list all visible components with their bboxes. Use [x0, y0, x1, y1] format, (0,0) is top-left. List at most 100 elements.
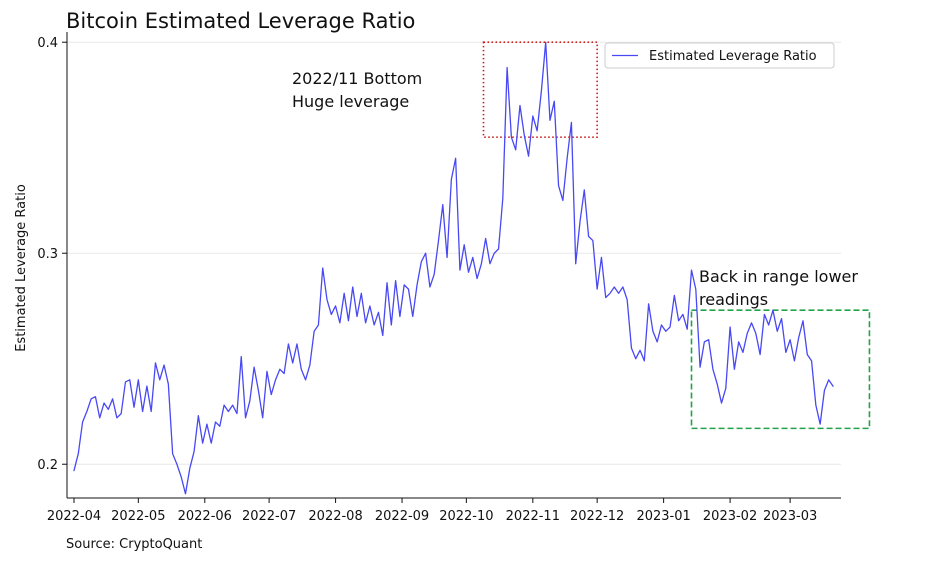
data-point-107: [532, 115, 534, 117]
data-point-160: [759, 353, 761, 355]
data-point-54: [304, 379, 306, 381]
data-point-109: [540, 90, 542, 92]
data-point-161: [763, 313, 765, 315]
data-point-62: [339, 322, 341, 324]
legend-box: [604, 42, 835, 69]
data-point-97: [489, 263, 491, 265]
data-point-11: [120, 412, 122, 414]
data-point-79: [412, 315, 414, 317]
data-point-13: [129, 379, 131, 381]
data-point-174: [819, 423, 821, 425]
x-tick-label-1: 2022-05: [111, 509, 165, 524]
y-axis-title: Estimated Leverage Ratio: [14, 184, 29, 352]
x-tick-label-5: 2022-09: [375, 509, 429, 524]
x-tick-label-0: 2022-04: [47, 509, 101, 524]
data-point-92: [467, 271, 469, 273]
data-point-43: [257, 389, 259, 391]
data-point-60: [330, 313, 332, 315]
data-point-44: [261, 417, 263, 419]
data-point-130: [630, 347, 632, 349]
data-point-151: [720, 402, 722, 404]
data-point-159: [755, 332, 757, 334]
data-point-171: [806, 353, 808, 355]
data-point-88: [450, 178, 452, 180]
data-point-72: [382, 334, 384, 336]
data-point-74: [390, 324, 392, 326]
data-point-121: [592, 239, 594, 241]
data-point-113: [557, 185, 559, 187]
data-point-42: [253, 366, 255, 368]
data-point-53: [300, 368, 302, 370]
annotation-bottom-line-1: 2022/11 Bottom: [292, 69, 422, 88]
data-point-33: [214, 421, 216, 423]
annotation-range-line-1: Back in range lower: [699, 267, 858, 286]
data-point-14: [133, 406, 135, 408]
data-point-118: [579, 220, 581, 222]
data-point-55: [309, 364, 311, 366]
data-point-165: [780, 317, 782, 319]
data-point-32: [210, 442, 212, 444]
data-point-157: [746, 332, 748, 334]
data-point-152: [725, 387, 727, 389]
data-point-24: [176, 463, 178, 465]
data-point-76: [399, 315, 401, 317]
data-point-120: [587, 235, 589, 237]
data-point-128: [622, 286, 624, 288]
data-point-71: [377, 311, 379, 313]
data-point-30: [201, 442, 203, 444]
data-point-27: [189, 467, 191, 469]
data-point-82: [424, 252, 426, 254]
data-point-51: [291, 362, 293, 364]
data-point-29: [197, 415, 199, 417]
data-point-49: [283, 372, 285, 374]
data-point-144: [690, 269, 692, 271]
data-point-77: [403, 284, 405, 286]
data-point-80: [416, 284, 418, 286]
data-point-34: [219, 425, 221, 427]
data-point-16: [141, 410, 143, 412]
data-point-110: [544, 41, 546, 43]
data-point-169: [797, 336, 799, 338]
data-point-9: [111, 398, 113, 400]
data-point-137: [660, 324, 662, 326]
data-point-21: [163, 364, 165, 366]
data-point-158: [750, 322, 752, 324]
data-point-45: [266, 370, 268, 372]
data-point-135: [652, 330, 654, 332]
data-point-5: [94, 396, 96, 398]
data-point-123: [600, 256, 602, 258]
data-point-69: [369, 305, 371, 307]
data-point-73: [386, 282, 388, 284]
data-point-86: [442, 204, 444, 206]
data-point-164: [776, 330, 778, 332]
data-point-104: [519, 104, 521, 106]
data-point-7: [103, 402, 105, 404]
range-highlight-box: [690, 309, 871, 430]
chart-title: Bitcoin Estimated Leverage Ratio: [66, 9, 415, 33]
x-tick-label-8: 2022-12: [570, 509, 624, 524]
data-point-31: [206, 423, 208, 425]
data-point-167: [789, 339, 791, 341]
data-point-101: [506, 66, 508, 68]
data-point-141: [677, 320, 679, 322]
data-point-146: [699, 366, 701, 368]
data-point-75: [394, 279, 396, 281]
data-point-87: [446, 256, 448, 258]
data-point-94: [476, 277, 478, 279]
y-tick-label-0: 0.2: [37, 458, 58, 473]
gridlines: [67, 41, 841, 465]
data-point-166: [785, 351, 787, 353]
bottom-highlight-box: [482, 41, 598, 138]
legend: Estimated Leverage Ratio: [604, 42, 835, 69]
data-point-20: [159, 379, 161, 381]
data-point-47: [274, 379, 276, 381]
data-point-132: [639, 349, 641, 351]
data-point-116: [570, 121, 572, 123]
data-point-3: [86, 410, 88, 412]
data-point-36: [227, 410, 229, 412]
data-point-131: [635, 358, 637, 360]
data-point-58: [322, 267, 324, 269]
annotation-range-line-2: readings: [699, 290, 768, 309]
data-point-1: [77, 452, 79, 454]
